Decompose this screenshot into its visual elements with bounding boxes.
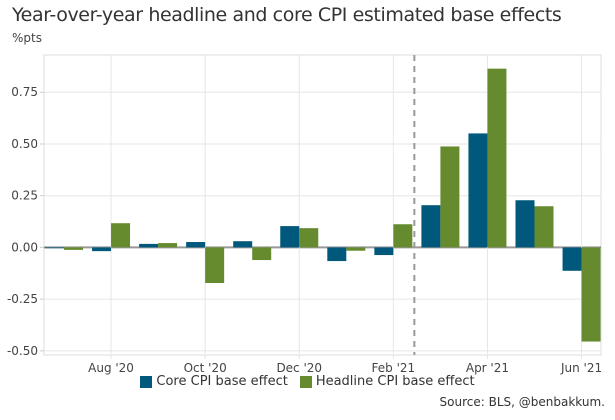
bar-headline — [440, 146, 460, 248]
bar-headline — [252, 247, 272, 261]
x-tick-label: Jun '21 — [560, 361, 602, 375]
legend-swatch-headline — [299, 375, 312, 388]
x-tick-label: Aug '20 — [88, 361, 134, 375]
legend-item-headline[interactable]: Headline CPI base effect — [299, 374, 475, 389]
x-tick-label: Apr '21 — [466, 361, 509, 375]
bar-headline — [299, 228, 319, 248]
bar-core — [515, 200, 535, 248]
legend-label-core: Core CPI base effect — [156, 374, 288, 389]
bar-core — [468, 133, 488, 248]
y-tick-label: 0.50 — [11, 137, 38, 151]
bar-headline — [393, 224, 413, 248]
bar-core — [139, 243, 159, 248]
legend-item-core[interactable]: Core CPI base effect — [140, 374, 288, 389]
bar-headline — [581, 247, 601, 342]
legend: Core CPI base effect Headline CPI base e… — [0, 374, 615, 389]
legend-label-headline: Headline CPI base effect — [315, 374, 475, 389]
y-tick-label: -0.25 — [7, 292, 38, 306]
bar-headline — [534, 206, 554, 248]
plot-border — [43, 54, 602, 356]
bar-headline — [158, 243, 178, 248]
x-tick-label: Dec '20 — [276, 361, 322, 375]
bar-core — [280, 226, 300, 248]
bar-core — [327, 247, 347, 262]
bar-headline — [487, 68, 507, 248]
bar-headline — [346, 247, 366, 251]
x-tick-label: Oct '20 — [184, 361, 227, 375]
bar-headline — [205, 247, 225, 283]
y-tick-label: 0.75 — [11, 85, 38, 99]
y-tick-label: 0.25 — [11, 189, 38, 203]
legend-swatch-core — [140, 375, 153, 388]
bar-core — [45, 247, 64, 249]
bar-headline — [64, 247, 83, 250]
bar-core — [186, 242, 206, 248]
y-tick-label: -0.50 — [7, 344, 38, 358]
bar-headline — [111, 223, 131, 248]
y-axis-label: %pts — [12, 31, 42, 45]
source-note: Source: BLS, @benbakkum. — [439, 395, 605, 409]
bar-core — [92, 247, 112, 252]
chart-title: Year-over-year headline and core CPI est… — [12, 4, 562, 26]
y-tick-label: 0.00 — [11, 240, 38, 254]
bar-core — [562, 247, 582, 271]
bar-core — [374, 247, 394, 256]
bar-core — [421, 205, 441, 248]
x-tick-label: Feb '21 — [372, 361, 416, 375]
bar-core — [233, 241, 253, 248]
